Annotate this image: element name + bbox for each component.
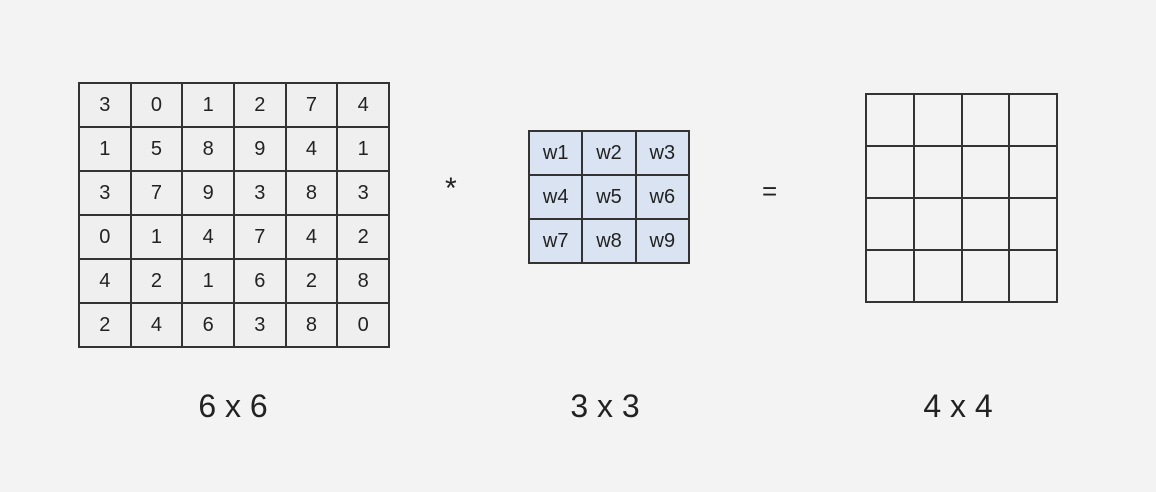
input-cell: 1 — [181, 258, 235, 304]
output-cell — [865, 197, 915, 251]
input-cell: 0 — [129, 82, 184, 128]
input-cell: 2 — [129, 258, 184, 304]
output-cell — [865, 93, 915, 147]
input-cell: 7 — [232, 214, 287, 260]
input-cell: 3 — [78, 82, 132, 128]
kernel-cell: w5 — [581, 174, 637, 220]
input-cell: 8 — [336, 258, 390, 304]
equals-operator: = — [762, 176, 778, 206]
input-cell: 4 — [129, 302, 184, 348]
input-cell: 4 — [181, 214, 235, 260]
input-dimension-label: 6 x 6 — [198, 388, 268, 424]
input-cell: 4 — [78, 258, 132, 304]
output-dimension-label: 4 x 4 — [923, 388, 993, 424]
kernel-cell: w1 — [527, 130, 584, 176]
output-cell — [960, 145, 1011, 199]
output-cell — [960, 93, 1011, 147]
output-cell — [960, 197, 1011, 251]
kernel-cell: w2 — [581, 130, 637, 176]
output-cell — [1008, 197, 1058, 251]
input-cell: 4 — [284, 126, 339, 172]
input-cell: 0 — [78, 214, 132, 260]
input-cell: 6 — [181, 302, 235, 348]
kernel-cell: w7 — [527, 218, 584, 264]
kernel-row: w7 w8 w9 — [527, 218, 691, 264]
output-row — [865, 93, 1058, 147]
input-cell: 2 — [232, 82, 287, 128]
input-cell: 1 — [336, 126, 390, 172]
input-cell: 3 — [78, 170, 132, 216]
input-cell: 8 — [284, 170, 339, 216]
input-cell: 8 — [284, 302, 339, 348]
input-cell: 4 — [284, 214, 339, 260]
input-cell: 1 — [129, 214, 184, 260]
input-cell: 8 — [181, 126, 235, 172]
output-cell — [912, 145, 963, 199]
input-cell: 6 — [232, 258, 287, 304]
output-cell — [1008, 145, 1058, 199]
input-cell: 1 — [78, 126, 132, 172]
output-cell — [865, 249, 915, 303]
input-cell: 7 — [129, 170, 184, 216]
input-cell: 2 — [336, 214, 390, 260]
kernel-cell: w8 — [581, 218, 637, 264]
input-cell: 4 — [336, 82, 390, 128]
kernel-row: w4 w5 w6 — [527, 174, 691, 220]
output-cell — [1008, 93, 1058, 147]
kernel-cell: w6 — [634, 174, 691, 220]
output-row — [865, 145, 1058, 199]
input-cell: 3 — [232, 302, 287, 348]
output-cell — [960, 249, 1011, 303]
kernel-dimension-label: 3 x 3 — [570, 388, 640, 424]
output-row — [865, 197, 1058, 251]
input-cell: 5 — [129, 126, 184, 172]
input-cell: 0 — [336, 302, 390, 348]
input-cell: 3 — [232, 170, 287, 216]
kernel-cell: w9 — [634, 218, 691, 264]
output-cell — [912, 249, 963, 303]
output-row — [865, 249, 1058, 303]
output-cell — [912, 93, 963, 147]
input-cell: 2 — [284, 258, 339, 304]
input-cell: 9 — [232, 126, 287, 172]
output-cell — [912, 197, 963, 251]
output-cell — [865, 145, 915, 199]
kernel-matrix: w1 w2 w3 w4 w5 w6 w7 w8 w9 — [527, 130, 691, 264]
convolution-operator: * — [445, 172, 457, 205]
input-cell: 9 — [181, 170, 235, 216]
input-cell: 3 — [336, 170, 390, 216]
kernel-row: w1 w2 w3 — [527, 130, 691, 176]
kernel-cell: w4 — [527, 174, 584, 220]
input-cell: 2 — [78, 302, 132, 348]
output-matrix — [865, 93, 1058, 303]
input-cell: 1 — [181, 82, 235, 128]
output-cell — [1008, 249, 1058, 303]
kernel-cell: w3 — [634, 130, 691, 176]
input-cell: 7 — [284, 82, 339, 128]
